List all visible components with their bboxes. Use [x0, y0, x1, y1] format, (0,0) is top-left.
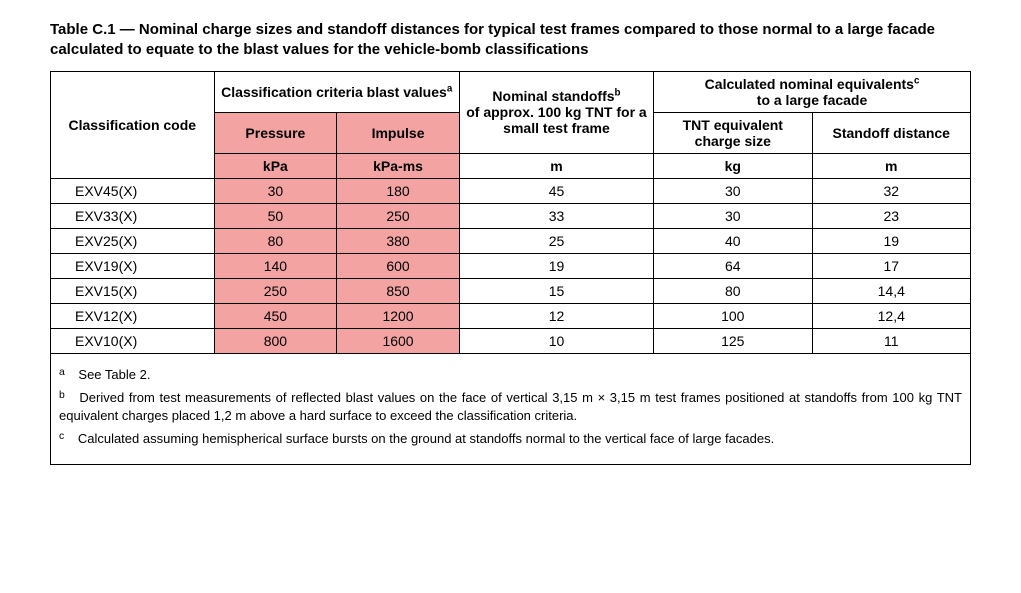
- cell-tnt: 125: [654, 328, 812, 353]
- page: Table C.1 — Nominal charge sizes and sta…: [0, 0, 1021, 495]
- col-calc-text1: Calculated nominal equivalents: [705, 76, 914, 92]
- table-head: Classification code Classification crite…: [51, 71, 971, 178]
- cell-standoff: 15: [459, 278, 653, 303]
- table-row: EXV12(X)45012001210012,4: [51, 303, 971, 328]
- col-nominal-text2: of approx. 100 kg TNT for a small test f…: [466, 104, 646, 136]
- cell-standoff: 10: [459, 328, 653, 353]
- cell-tnt: 64: [654, 253, 812, 278]
- cell-standoff: 45: [459, 178, 653, 203]
- cell-pressure: 80: [214, 228, 337, 253]
- footnote-a-mark: a: [59, 367, 65, 378]
- cell-standoff: 25: [459, 228, 653, 253]
- cell-code: EXV10(X): [51, 328, 215, 353]
- cell-impulse: 180: [337, 178, 460, 203]
- col-criteria-text: Classification criteria blast values: [221, 84, 447, 100]
- cell-pressure: 140: [214, 253, 337, 278]
- unit-dist: m: [812, 153, 970, 178]
- footnote-b-mark: b: [59, 390, 65, 401]
- col-calc-text2: to a large facade: [757, 92, 868, 108]
- col-tnt-equiv: TNT equivalent charge size: [654, 112, 812, 153]
- table-row: EXV10(X)80016001012511: [51, 328, 971, 353]
- cell-tnt: 40: [654, 228, 812, 253]
- cell-code: EXV25(X): [51, 228, 215, 253]
- table-row: EXV25(X)80380254019: [51, 228, 971, 253]
- cell-code: EXV45(X): [51, 178, 215, 203]
- cell-impulse: 250: [337, 203, 460, 228]
- header-row-1: Classification code Classification crite…: [51, 71, 971, 112]
- cell-pressure: 50: [214, 203, 337, 228]
- footnote-a: a See Table 2.: [59, 366, 962, 384]
- cell-impulse: 850: [337, 278, 460, 303]
- cell-pressure: 30: [214, 178, 337, 203]
- cell-tnt: 30: [654, 178, 812, 203]
- footnote-b: b Derived from test measurements of refl…: [59, 389, 962, 424]
- col-classification-code: Classification code: [51, 71, 215, 178]
- sup-c: c: [914, 75, 919, 86]
- col-impulse: Impulse: [337, 112, 460, 153]
- cell-tnt: 30: [654, 203, 812, 228]
- cell-standoff: 33: [459, 203, 653, 228]
- data-table: Classification code Classification crite…: [50, 71, 971, 354]
- col-calc-equiv-group: Calculated nominal equivalentsc to a lar…: [654, 71, 971, 112]
- cell-dist: 11: [812, 328, 970, 353]
- cell-dist: 23: [812, 203, 970, 228]
- col-nominal-text1: Nominal standoffs: [492, 88, 614, 104]
- sup-b: b: [615, 87, 621, 98]
- cell-dist: 19: [812, 228, 970, 253]
- footnotes: a See Table 2. b Derived from test measu…: [50, 354, 971, 465]
- table-row: EXV15(X)250850158014,4: [51, 278, 971, 303]
- cell-impulse: 600: [337, 253, 460, 278]
- cell-impulse: 380: [337, 228, 460, 253]
- cell-impulse: 1200: [337, 303, 460, 328]
- cell-pressure: 800: [214, 328, 337, 353]
- cell-code: EXV33(X): [51, 203, 215, 228]
- cell-pressure: 450: [214, 303, 337, 328]
- footnote-a-text: See Table 2.: [78, 367, 150, 382]
- footnote-c: c Calculated assuming hemispherical surf…: [59, 430, 962, 448]
- cell-code: EXV19(X): [51, 253, 215, 278]
- col-standoff-distance: Standoff distance: [812, 112, 970, 153]
- table-row: EXV45(X)30180453032: [51, 178, 971, 203]
- unit-tnt: kg: [654, 153, 812, 178]
- cell-standoff: 19: [459, 253, 653, 278]
- unit-standoff: m: [459, 153, 653, 178]
- table-row: EXV19(X)140600196417: [51, 253, 971, 278]
- cell-standoff: 12: [459, 303, 653, 328]
- cell-dist: 14,4: [812, 278, 970, 303]
- footnote-c-mark: c: [59, 431, 64, 442]
- cell-tnt: 100: [654, 303, 812, 328]
- cell-tnt: 80: [654, 278, 812, 303]
- table-title: Table C.1 — Nominal charge sizes and sta…: [50, 20, 971, 61]
- sup-a: a: [447, 83, 452, 94]
- cell-dist: 12,4: [812, 303, 970, 328]
- cell-dist: 17: [812, 253, 970, 278]
- footnote-c-text: Calculated assuming hemispherical surfac…: [78, 431, 774, 446]
- cell-code: EXV15(X): [51, 278, 215, 303]
- col-nominal-standoffs: Nominal standoffsb of approx. 100 kg TNT…: [459, 71, 653, 153]
- cell-impulse: 1600: [337, 328, 460, 353]
- col-criteria-group: Classification criteria blast valuesa: [214, 71, 459, 112]
- col-pressure: Pressure: [214, 112, 337, 153]
- cell-dist: 32: [812, 178, 970, 203]
- unit-pressure: kPa: [214, 153, 337, 178]
- table-row: EXV33(X)50250333023: [51, 203, 971, 228]
- cell-pressure: 250: [214, 278, 337, 303]
- unit-impulse: kPa-ms: [337, 153, 460, 178]
- cell-code: EXV12(X): [51, 303, 215, 328]
- table-body: EXV45(X)30180453032EXV33(X)50250333023EX…: [51, 178, 971, 353]
- footnote-b-text: Derived from test measurements of reflec…: [59, 390, 962, 423]
